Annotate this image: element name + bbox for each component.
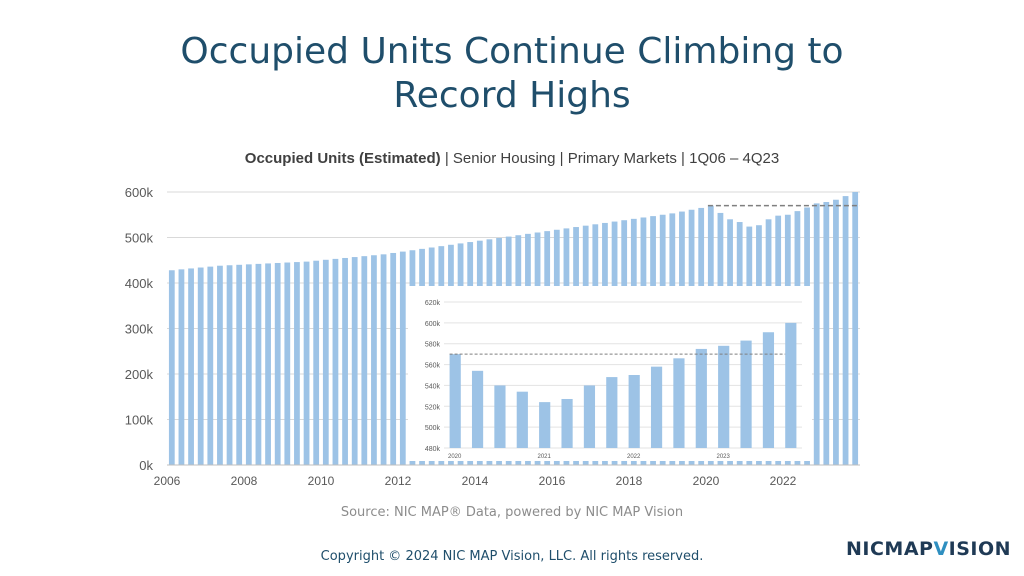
inset-bar: [650, 366, 663, 448]
inset-x-tick-label: 2023: [717, 454, 731, 460]
main-y-tick-label: 400k: [125, 276, 154, 291]
inset-y-tick-label: 480k: [425, 446, 441, 453]
inset-bar: [785, 322, 797, 448]
main-x-tick-label: 2022: [770, 474, 797, 488]
main-bar: [842, 196, 849, 465]
inset-y-tick-label: 620k: [425, 300, 441, 307]
main-bar: [265, 263, 271, 465]
main-bar: [833, 199, 839, 466]
main-bar: [313, 260, 320, 465]
main-bar: [361, 256, 368, 465]
main-y-tick-label: 500k: [125, 231, 154, 246]
inset-y-tick-label: 520k: [425, 404, 441, 411]
main-bar: [197, 267, 204, 465]
chart-title: Occupied Units (Estimated) | Senior Hous…: [0, 150, 1024, 167]
main-bar: [226, 265, 233, 465]
inset-x-tick-label: 2022: [627, 454, 641, 460]
main-bar: [813, 203, 820, 465]
inset-bar: [539, 402, 551, 448]
main-y-tick-label: 600k: [125, 185, 154, 200]
inset-bar: [583, 385, 596, 448]
main-x-tick-label: 2016: [539, 474, 566, 488]
source-note: Source: NIC MAP® Data, powered by NIC MA…: [340, 505, 684, 520]
main-bar: [399, 251, 406, 465]
inset-y-tick-label: 560k: [425, 363, 441, 370]
main-bar: [236, 264, 243, 465]
main-x-tick-label: 2020: [693, 474, 720, 488]
inset-bar: [494, 385, 506, 448]
main-y-tick-label: 300k: [125, 322, 154, 337]
main-bar: [342, 257, 348, 465]
main-x-tick-label: 2014: [462, 474, 489, 488]
main-x-tick-label: 2008: [231, 474, 258, 488]
main-bar: [284, 262, 291, 465]
main-y-tick-label: 200k: [125, 367, 154, 382]
inset-y-tick-label: 580k: [425, 342, 441, 349]
main-bar: [188, 268, 194, 465]
main-bar: [852, 192, 859, 465]
main-bar: [294, 262, 300, 465]
slide-title: Occupied Units Continue Climbing to Reco…: [0, 30, 1024, 118]
inset-bar: [628, 375, 640, 448]
slide-title-line1: Occupied Units Continue Climbing to: [180, 31, 844, 72]
main-bar: [823, 202, 830, 465]
logo-check-v: V: [933, 538, 949, 560]
inset-y-tick-label: 540k: [425, 383, 441, 390]
main-y-tick-label: 100k: [125, 413, 154, 428]
inset-bar: [718, 345, 730, 448]
nic-map-vision-logo: NICMAPVISION: [846, 538, 1011, 560]
main-bar: [351, 257, 358, 465]
main-bar: [207, 266, 214, 465]
main-bar: [274, 262, 281, 465]
inset-bar: [673, 358, 685, 448]
inset-bar: [471, 370, 484, 448]
inset-y-tick-label: 600k: [425, 321, 441, 328]
main-bar: [168, 270, 175, 465]
logo-text-ision: ISION: [948, 538, 1012, 560]
inset-y-tick-label: 500k: [425, 425, 441, 432]
main-bar: [380, 254, 387, 465]
inset-chart-panel: 480k 500k 520k 540k 560k 580k 600k 620k 2020 2021…: [408, 286, 812, 461]
main-bar: [217, 265, 223, 465]
main-bar: [303, 261, 310, 465]
main-x-tick-label: 2018: [616, 474, 643, 488]
main-y-tick-label: 0k: [139, 458, 153, 473]
inset-bar-chart: 480k 500k 520k 540k 560k 580k 600k 620k 2020 2021…: [425, 300, 802, 460]
slide-title-line2: Record Highs: [393, 75, 631, 116]
inset-bar: [762, 332, 775, 448]
inset-bar: [516, 391, 528, 448]
inset-bar: [561, 398, 573, 448]
inset-bar: [695, 348, 707, 448]
main-x-tick-label: 2006: [154, 474, 181, 488]
main-bar: [178, 269, 185, 465]
inset-x-tick-label: 2021: [538, 454, 552, 460]
main-bar: [371, 255, 377, 465]
inset-bar: [740, 340, 752, 448]
main-bar: [332, 258, 339, 465]
inset-x-tick-label: 2020: [448, 454, 462, 460]
chart-title-main: Occupied Units (Estimated): [244, 150, 441, 167]
chart-title-subtitle: | Senior Housing | Primary Markets | 1Q0…: [444, 150, 780, 167]
main-x-tick-label: 2010: [308, 474, 335, 488]
main-bar: [390, 252, 397, 465]
main-bar: [245, 264, 252, 465]
copyright-note: Copyright © 2024 NIC MAP Vision, LLC. Al…: [320, 549, 704, 564]
logo-text-nicmap: NICMAP: [846, 538, 934, 560]
inset-bar: [449, 354, 461, 448]
inset-bar: [606, 377, 618, 448]
main-bar: [255, 263, 262, 465]
main-x-tick-label: 2012: [385, 474, 412, 488]
main-bar: [322, 259, 329, 465]
